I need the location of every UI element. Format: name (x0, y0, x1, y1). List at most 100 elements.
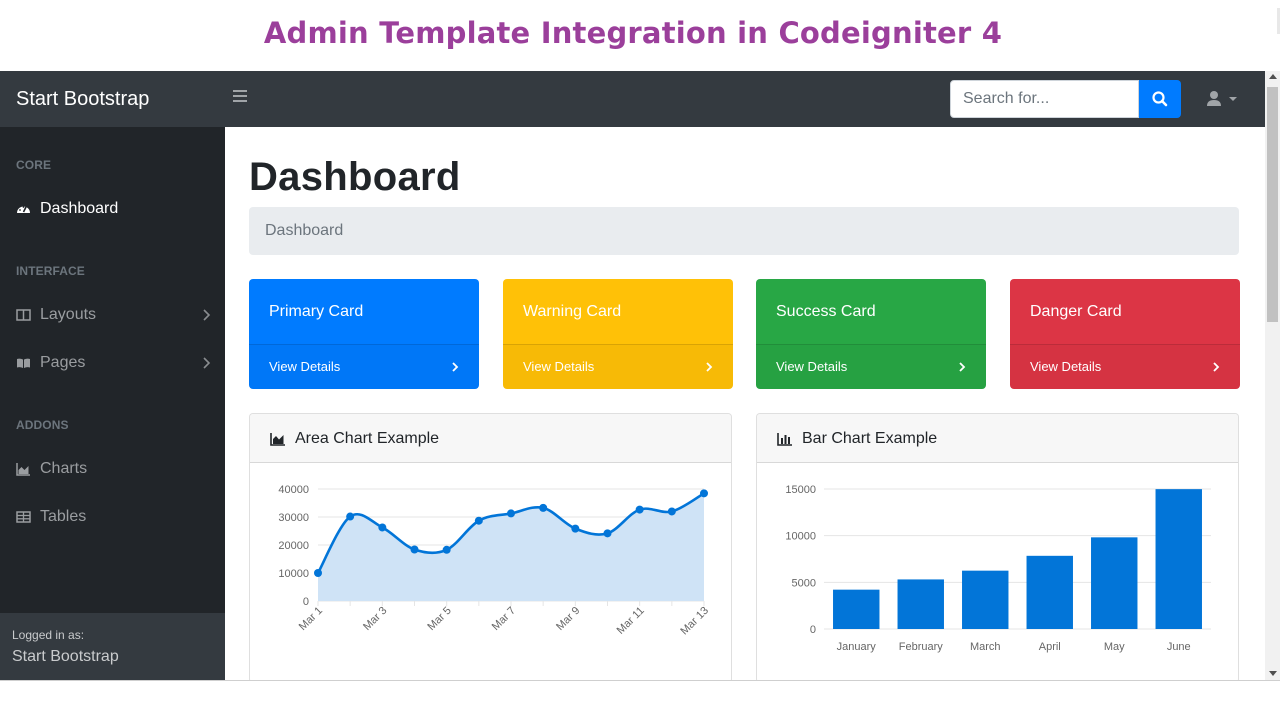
page-scrollbar[interactable] (1265, 71, 1280, 680)
sidebar-item-label: Layouts (40, 306, 97, 323)
data-point (346, 512, 355, 521)
user-dropdown[interactable] (1205, 89, 1241, 109)
data-point (700, 489, 708, 498)
bar-chart-header: Bar Chart Example (757, 414, 1238, 463)
sidebar-item-tables[interactable]: Tables (16, 506, 211, 530)
card-title: Primary Card (269, 303, 364, 320)
sidebar-heading-interface: Interface (16, 264, 85, 278)
bar (962, 570, 1009, 629)
chevron-right-icon (959, 362, 966, 372)
sidebar-heading-core: Core (16, 158, 52, 172)
x-tick-label: May (1104, 641, 1125, 653)
search-button[interactable] (1139, 80, 1181, 118)
x-tick-label: February (899, 641, 944, 653)
sidebar-item-layouts[interactable]: Layouts (16, 304, 211, 328)
view-details-label: View Details (776, 359, 848, 374)
view-details-link[interactable]: View Details (503, 344, 733, 389)
x-tick-label: Mar 13 (678, 605, 711, 638)
data-point (378, 523, 387, 532)
logged-in-label: Logged in as: (12, 628, 85, 642)
caret-down-icon (1229, 97, 1237, 101)
area-chart-header: Area Chart Example (250, 414, 731, 463)
scroll-down-icon[interactable] (1269, 671, 1277, 676)
y-tick-label: 40000 (278, 484, 309, 496)
data-point (635, 505, 644, 514)
top-navbar: Start Bootstrap (0, 71, 1265, 127)
chevron-right-icon (203, 357, 211, 369)
chevron-right-icon (452, 362, 459, 372)
navbar-brand[interactable]: Start Bootstrap (16, 88, 150, 110)
user-icon (1207, 91, 1237, 106)
sidebar-item-label: Charts (40, 460, 88, 477)
area-fill (318, 493, 704, 601)
table-icon (16, 511, 31, 523)
area-chart-icon (270, 433, 285, 446)
sidebar-item-pages[interactable]: Pages (16, 352, 211, 376)
y-tick-label: 30000 (278, 512, 309, 524)
bottom-strip (0, 680, 1280, 720)
scroll-up-icon[interactable] (1269, 74, 1277, 79)
video-banner: Admin Template Integration in Codeignite… (0, 0, 1280, 71)
x-tick-label: April (1039, 641, 1061, 653)
x-tick-label: Mar 11 (615, 605, 647, 637)
x-tick-label: Mar 3 (361, 605, 389, 633)
bar (1155, 489, 1202, 629)
sidebar-footer: Logged in as: Start Bootstrap (0, 613, 225, 680)
bar (833, 589, 880, 629)
bar-chart-title: Bar Chart Example (802, 430, 938, 447)
page-title: Dashboard (249, 155, 461, 199)
banner-edge (1277, 8, 1280, 34)
view-details-label: View Details (523, 359, 595, 374)
y-tick-label: 0 (810, 624, 816, 636)
view-details-label: View Details (269, 359, 341, 374)
data-point (603, 529, 612, 538)
y-tick-label: 0 (303, 596, 309, 608)
sidebar-item-charts[interactable]: Charts (16, 458, 211, 482)
success-card: Success Card View Details (756, 279, 986, 389)
view-details-label: View Details (1030, 359, 1102, 374)
data-point (410, 545, 419, 554)
x-tick-label: Mar 9 (554, 605, 582, 633)
warning-card: Warning Card View Details (503, 279, 733, 389)
card-title: Success Card (776, 303, 876, 320)
columns-icon (16, 309, 31, 321)
bar-chart-card: Bar Chart Example 0 5000 10000 15000 January… (756, 413, 1239, 680)
data-point (442, 545, 451, 554)
data-point (314, 569, 322, 577)
area-chart: 0 10000 20000 30000 40000 Mar 1 Mar 3 Mar 5 Mar … (278, 484, 711, 638)
y-tick-label: 10000 (785, 531, 816, 543)
sidebar: Core Dashboard Interface Layouts Pages A… (0, 127, 225, 680)
card-title: Danger Card (1030, 303, 1122, 320)
scrollbar-thumb[interactable] (1267, 87, 1278, 322)
bar (1026, 555, 1073, 629)
sidebar-item-dashboard[interactable]: Dashboard (16, 198, 211, 222)
x-tick-label: June (1167, 641, 1191, 653)
main-content: Dashboard Dashboard Primary Card View De… (225, 127, 1265, 680)
view-details-link[interactable]: View Details (249, 344, 479, 389)
bar-chart: 0 5000 10000 15000 January February March April… (785, 484, 1211, 653)
chevron-right-icon (706, 362, 713, 372)
area-chart-title: Area Chart Example (295, 430, 440, 447)
search-icon (1152, 91, 1168, 107)
data-point (539, 503, 548, 512)
primary-card: Primary Card View Details (249, 279, 479, 389)
y-tick-label: 5000 (792, 577, 816, 589)
search-input[interactable] (950, 80, 1139, 118)
sidebar-item-label: Pages (40, 354, 86, 371)
sidebar-item-label: Tables (40, 508, 87, 525)
y-tick-label: 20000 (278, 540, 309, 552)
y-tick-label: 15000 (785, 484, 816, 496)
x-tick-label: January (837, 641, 877, 653)
view-details-link[interactable]: View Details (756, 344, 986, 389)
banner-title: Admin Template Integration in Codeignite… (263, 16, 1003, 50)
sidebar-heading-addons: Addons (16, 418, 69, 432)
tachometer-icon (17, 206, 30, 213)
view-details-link[interactable]: View Details (1010, 344, 1240, 389)
bar-chart-icon (777, 433, 792, 446)
x-tick-label: Mar 1 (297, 605, 325, 633)
area-chart-icon (16, 463, 30, 476)
sidebar-item-label: Dashboard (40, 200, 119, 217)
chevron-right-icon (203, 309, 211, 321)
data-point (571, 524, 580, 533)
sidebar-toggle-icon[interactable] (233, 90, 247, 106)
